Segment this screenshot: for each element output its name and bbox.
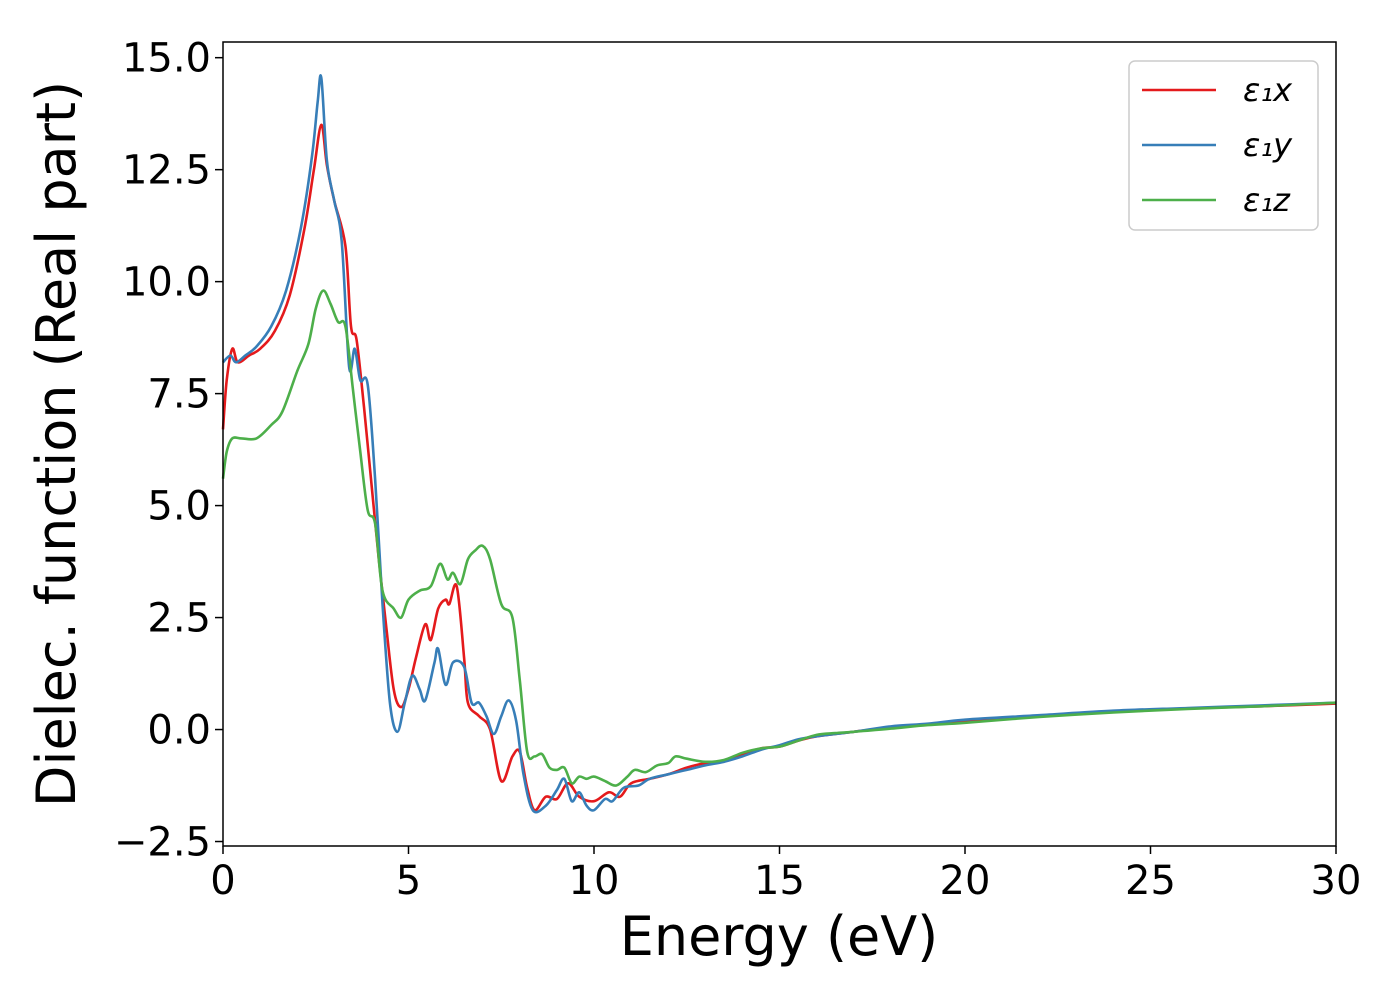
- y-tick-label: 15.0: [122, 36, 211, 82]
- x-tick-label: 30: [1311, 858, 1362, 904]
- y-tick-label: −2.5: [114, 820, 211, 866]
- x-tick-label: 15: [754, 858, 805, 904]
- x-tick-label: 0: [210, 858, 235, 904]
- y-tick-label: 12.5: [122, 148, 211, 194]
- y-tick-label: 2.5: [147, 596, 211, 642]
- x-tick-label: 5: [396, 858, 421, 904]
- y-axis-label: Dielec. function (Real part): [25, 81, 88, 807]
- x-tick-label: 25: [1125, 858, 1176, 904]
- legend-label-2: ε₁y: [1243, 126, 1293, 164]
- legend: ε₁x ε₁y ε₁z: [1129, 61, 1318, 230]
- y-tick-label: 10.0: [122, 260, 211, 306]
- x-tick-label: 10: [569, 858, 620, 904]
- x-axis-label: Energy (eV): [620, 905, 939, 968]
- y-tick-label: 0.0: [147, 708, 211, 754]
- y-tick-label: 5.0: [147, 484, 211, 530]
- x-tick-label: 20: [940, 858, 991, 904]
- legend-label-1: ε₁x: [1243, 71, 1293, 109]
- y-tick-label: 7.5: [147, 372, 211, 418]
- legend-label-3: ε₁z: [1243, 181, 1291, 219]
